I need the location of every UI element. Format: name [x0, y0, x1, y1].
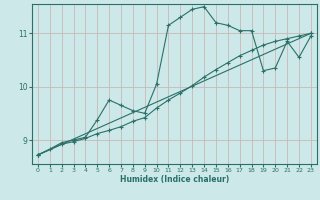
X-axis label: Humidex (Indice chaleur): Humidex (Indice chaleur)	[120, 175, 229, 184]
